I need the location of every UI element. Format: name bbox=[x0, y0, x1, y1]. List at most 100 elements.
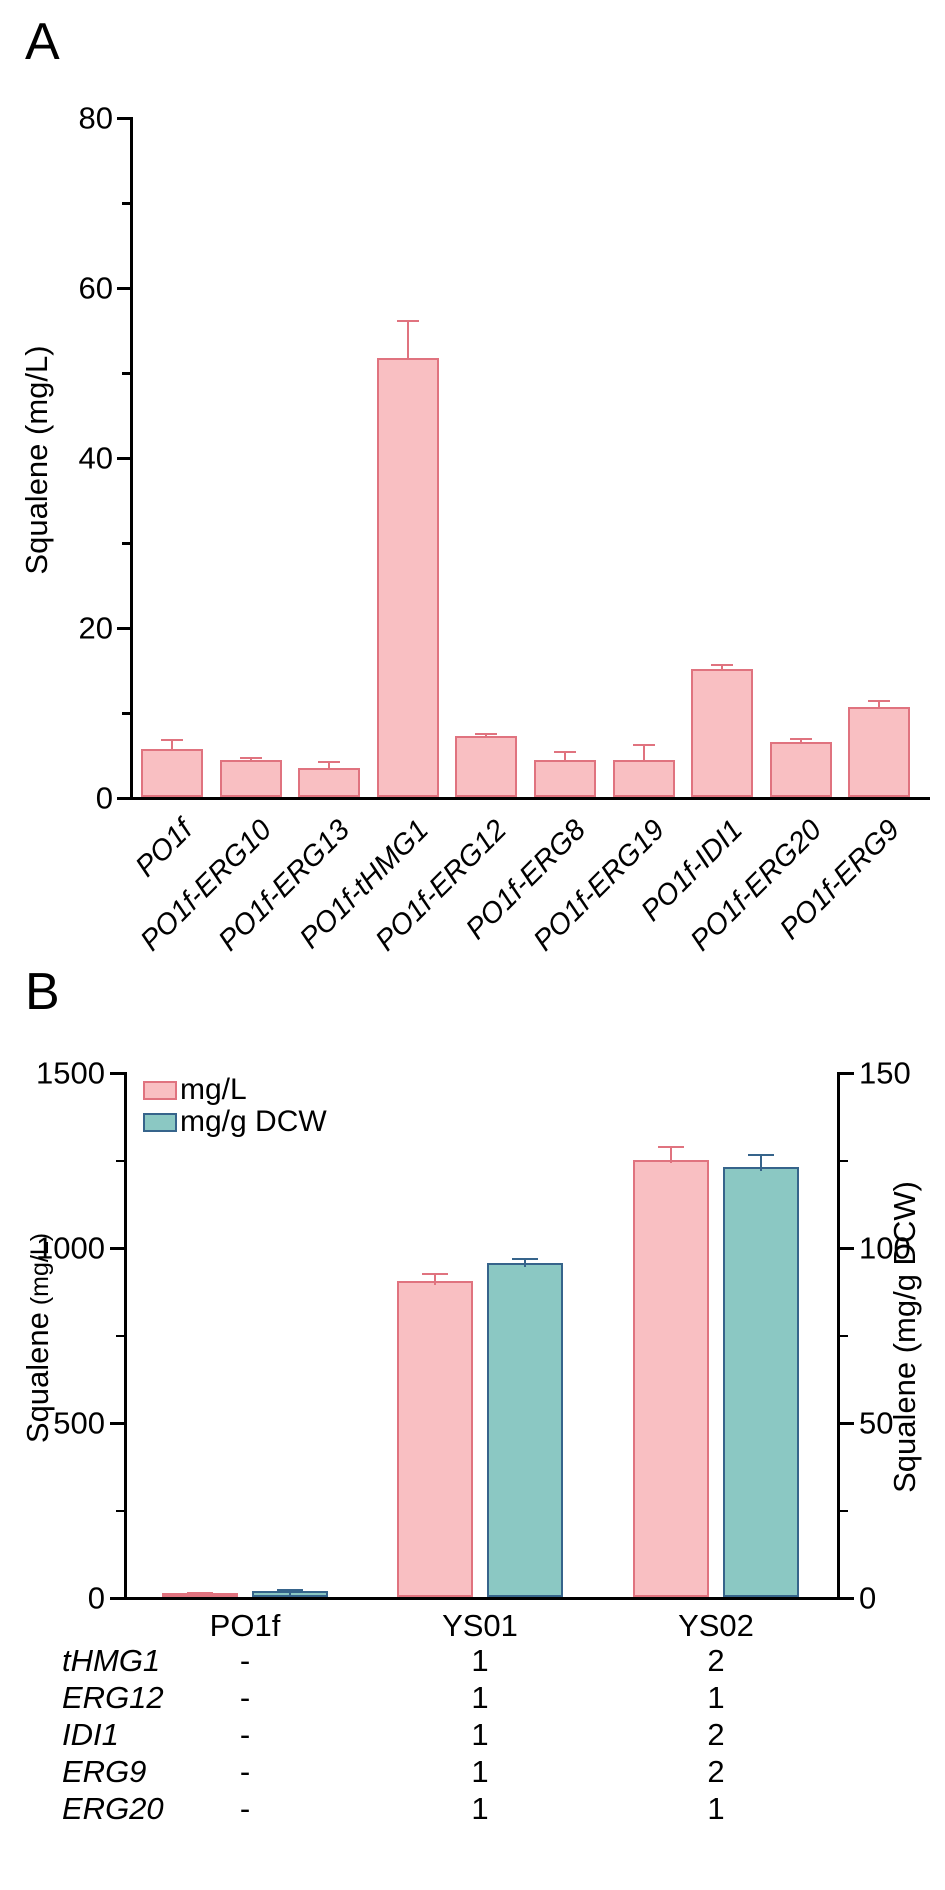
bar-PO1f-ERG20 bbox=[769, 741, 832, 797]
error-bar-PO1f-mg-g-dcw bbox=[289, 1589, 291, 1595]
bar-PO1f-tHMG1 bbox=[376, 358, 439, 797]
panel-a-ytick-label: 40 bbox=[78, 440, 113, 476]
error-bar-YS02-mg-g-dcw bbox=[760, 1154, 762, 1171]
panel-b-right-minor-tick bbox=[840, 1159, 848, 1162]
panel-b-legend: mg/L mg/g DCW bbox=[143, 1074, 327, 1138]
panel-b-left-major-tick bbox=[110, 1597, 124, 1600]
error-cap-PO1f bbox=[161, 739, 183, 742]
panel-b-left-minor-tick bbox=[116, 1509, 124, 1512]
table-value-ERG12-YS02: 1 bbox=[707, 1680, 725, 1715]
error-cap-PO1f-ERG20 bbox=[789, 737, 812, 740]
bar-PO1f-ERG8 bbox=[534, 759, 596, 797]
error-bar-YS02-mg-l bbox=[670, 1146, 672, 1164]
table-value-IDI1-PO1f: - bbox=[239, 1717, 251, 1752]
legend-item-mg-g-dcw: mg/g DCW bbox=[143, 1106, 327, 1138]
error-cap-PO1f-ERG8 bbox=[554, 751, 576, 754]
panel-a-x-axis bbox=[130, 797, 930, 800]
panel-a-minor-tick bbox=[122, 542, 130, 545]
bar-YS02-mg-l bbox=[633, 1159, 709, 1597]
error-bar-YS01-mg-l bbox=[434, 1272, 436, 1285]
panel-b-right-ytick-label: 150 bbox=[859, 1055, 911, 1091]
panel-b-left-minor-tick bbox=[116, 1159, 124, 1162]
error-bar-PO1f-tHMG1 bbox=[406, 320, 409, 359]
table-value-ERG20-YS01: 1 bbox=[471, 1791, 489, 1826]
table-value-tHMG1-YS02: 2 bbox=[707, 1643, 725, 1678]
panel-b-left-ytick-label: 0 bbox=[87, 1580, 105, 1616]
panel-b-letter: B bbox=[25, 963, 60, 1021]
panel-b-right-major-tick bbox=[840, 1072, 854, 1075]
error-cap-PO1f-ERG12 bbox=[475, 733, 498, 736]
error-cap-YS02-mg-l bbox=[658, 1146, 684, 1149]
panel-a-major-tick bbox=[117, 627, 130, 630]
table-value-ERG9-YS02: 2 bbox=[707, 1754, 725, 1789]
table-value-ERG12-YS01: 1 bbox=[471, 1680, 489, 1715]
panel-b-right-minor-tick bbox=[840, 1509, 848, 1512]
panel-a-major-tick bbox=[117, 457, 130, 460]
error-cap-YS01-mg-g-dcw bbox=[512, 1257, 538, 1260]
table-value-ERG20-YS02: 1 bbox=[707, 1791, 725, 1826]
panel-b-x-axis bbox=[124, 1597, 840, 1600]
panel-a-ytick-label: 60 bbox=[78, 270, 113, 306]
table-gene-ERG20: ERG20 bbox=[62, 1791, 164, 1826]
panel-b-left-ytick-label: 1000 bbox=[36, 1230, 105, 1266]
bar-YS02-mg-g-dcw bbox=[723, 1166, 799, 1597]
bar-PO1f-ERG19 bbox=[612, 759, 675, 797]
panel-a-y-axis bbox=[130, 117, 133, 800]
panel-b-right-major-tick bbox=[840, 1247, 854, 1250]
error-bar-PO1f-ERG8 bbox=[564, 751, 566, 760]
panel-a-minor-tick bbox=[122, 202, 130, 205]
error-cap-PO1f-IDI1 bbox=[711, 664, 734, 667]
panel-b-left-major-tick bbox=[110, 1247, 124, 1250]
legend-item-mg-l: mg/L bbox=[143, 1074, 327, 1106]
error-cap-PO1f-mg-l bbox=[187, 1591, 213, 1594]
panel-a-letter: A bbox=[25, 13, 60, 71]
table-value-tHMG1-PO1f: - bbox=[239, 1643, 251, 1678]
error-cap-YS01-mg-l bbox=[422, 1272, 448, 1275]
panel-b-left-axis bbox=[124, 1072, 127, 1600]
panel-b-left-major-tick bbox=[110, 1072, 124, 1075]
error-cap-PO1f-tHMG1 bbox=[396, 320, 419, 323]
error-bar-PO1f-ERG9 bbox=[878, 700, 881, 707]
error-cap-PO1f-ERG9 bbox=[868, 700, 891, 703]
panel-b-left-minor-tick bbox=[116, 1334, 124, 1337]
panel-a-major-tick bbox=[117, 797, 130, 800]
bar-PO1f-ERG13 bbox=[298, 768, 361, 797]
table-value-tHMG1-YS01: 1 bbox=[471, 1643, 489, 1678]
panel-a-minor-tick bbox=[122, 712, 130, 715]
error-bar-PO1f-mg-l bbox=[199, 1591, 201, 1597]
bar-PO1f bbox=[141, 749, 203, 797]
error-bar-PO1f-ERG20 bbox=[799, 737, 802, 742]
panel-b-right-major-tick bbox=[840, 1422, 854, 1425]
panel-b-right-major-tick bbox=[840, 1597, 854, 1600]
table-gene-ERG9: ERG9 bbox=[62, 1754, 147, 1789]
error-cap-PO1f-mg-g-dcw bbox=[277, 1589, 303, 1592]
error-bar-PO1f-IDI1 bbox=[721, 664, 724, 669]
panel-b-left-major-tick bbox=[110, 1422, 124, 1425]
legend-label-mg-g-dcw: mg/g DCW bbox=[180, 1105, 327, 1138]
table-gene-tHMG1: tHMG1 bbox=[62, 1643, 161, 1678]
error-bar-PO1f-ERG13 bbox=[328, 761, 331, 769]
panel-a-ytick-label: 80 bbox=[78, 100, 113, 136]
table-value-ERG12-PO1f: - bbox=[239, 1680, 251, 1715]
error-cap-PO1f-ERG10 bbox=[239, 757, 262, 760]
panel-b-xlabel-YS02: YS02 bbox=[678, 1608, 754, 1643]
error-bar-PO1f-ERG19 bbox=[642, 744, 645, 760]
panel-b-left-ytick-label: 500 bbox=[53, 1405, 105, 1441]
bar-PO1f-ERG9 bbox=[848, 706, 911, 797]
bar-YS01-mg-g-dcw bbox=[487, 1262, 563, 1597]
panel-a-major-tick bbox=[117, 287, 130, 290]
panel-b-right-ytick-label: 0 bbox=[859, 1580, 877, 1616]
panel-b-right-axis bbox=[837, 1072, 840, 1600]
panel-b-right-axis-label: Squalene (mg/g DCW) bbox=[887, 1181, 922, 1493]
bar-PO1f-ERG10 bbox=[219, 760, 282, 797]
bar-PO1f-ERG12 bbox=[455, 735, 518, 797]
panel-b-xlabel-PO1f: PO1f bbox=[209, 1608, 281, 1643]
table-value-ERG20-PO1f: - bbox=[239, 1791, 251, 1826]
error-bar-YS01-mg-g-dcw bbox=[524, 1257, 526, 1267]
panel-b-xlabel-YS01: YS01 bbox=[442, 1608, 518, 1643]
bar-PO1f-IDI1 bbox=[691, 668, 754, 797]
legend-swatch-mg-g-dcw-icon bbox=[143, 1112, 177, 1132]
panel-a-major-tick bbox=[117, 117, 130, 120]
table-gene-ERG12: ERG12 bbox=[62, 1680, 164, 1715]
